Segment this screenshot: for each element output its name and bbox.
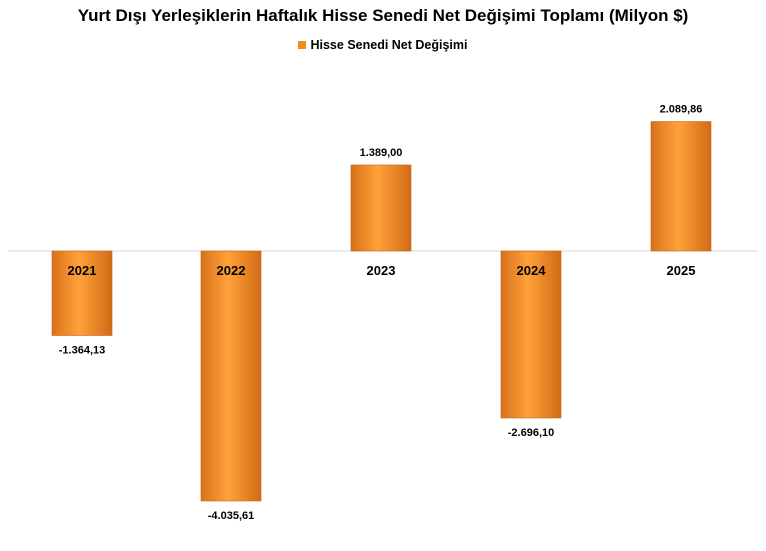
data-label-2021: -1.364,13: [59, 344, 105, 356]
category-label-2023: 2023: [367, 263, 396, 278]
category-label-2021: 2021: [68, 263, 97, 278]
legend-swatch: [298, 41, 307, 49]
bar-2021: [51, 250, 113, 336]
bar-2023: [350, 164, 412, 252]
bar-2024: [500, 250, 562, 419]
legend: Hisse Senedi Net Değişimi: [0, 38, 766, 52]
category-label-2024: 2024: [517, 263, 547, 278]
bar-2022: [200, 250, 262, 502]
chart-title: Yurt Dışı Yerleşiklerin Haftalık Hisse S…: [77, 6, 689, 25]
data-label-2022: -4.035,61: [208, 510, 254, 522]
bar-2025: [650, 121, 712, 252]
data-label-2024: -2.696,10: [508, 427, 554, 439]
category-label-2022: 2022: [217, 263, 246, 278]
data-label-2023: 1.389,00: [360, 147, 403, 159]
legend-label: Hisse Senedi Net Değişimi: [310, 38, 468, 52]
data-label-2025: 2.089,86: [660, 104, 703, 116]
category-label-2025: 2025: [667, 263, 696, 278]
